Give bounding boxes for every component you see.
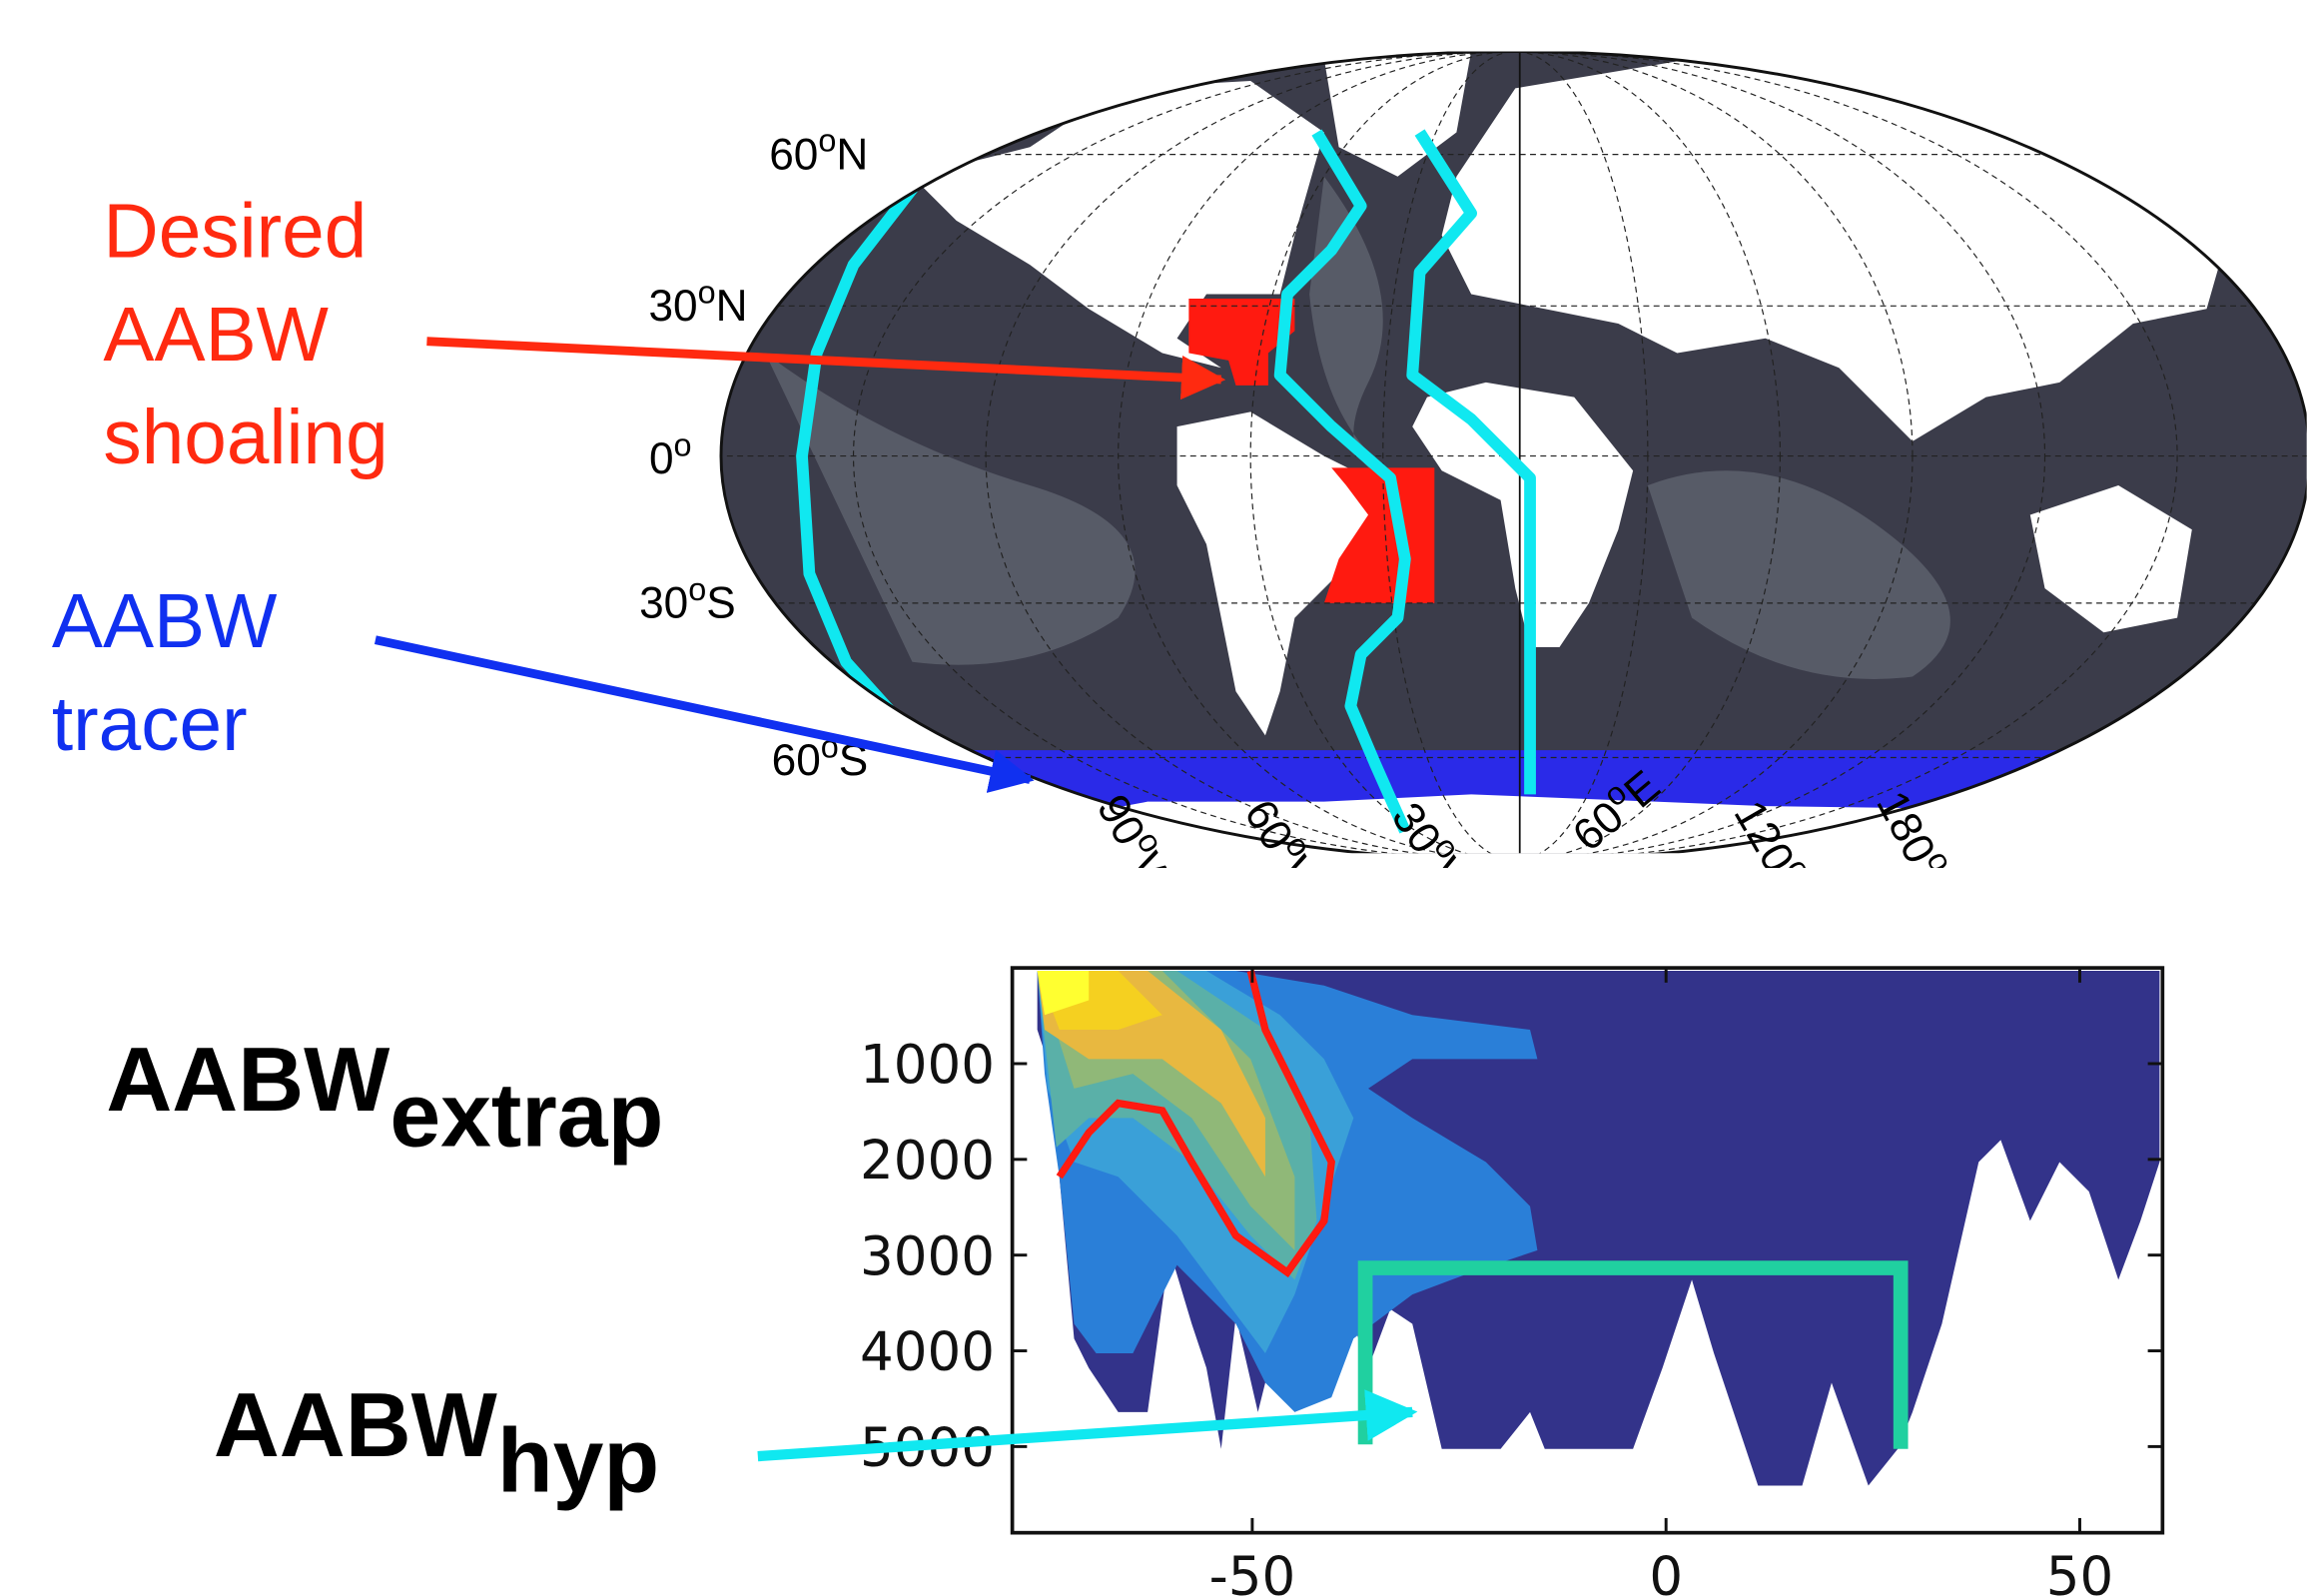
hemisphere: N [716,282,748,331]
degree-sign: o [698,274,716,310]
y-tick-label: 3000 [860,1225,995,1287]
x-tick-label: -50 [1209,1546,1296,1596]
section-contours [1038,971,2160,1485]
tracer-annotation: AABW tracer [52,579,299,767]
degree: 60 [772,736,821,785]
degree-label: 30oS [639,571,736,628]
hyp-label: AABWhyp [214,1374,659,1511]
x-tick-label: 0 [1649,1546,1683,1596]
hemisphere: N [836,130,868,179]
hemisphere: W [1121,845,1183,906]
y-tick-label: 4000 [860,1321,995,1383]
figure: 60oN30oN0o30oS60oS 90oW60oW30oW60oE120oE… [0,0,2307,1596]
extrap-label: AABWextrap [106,1029,663,1166]
degree: 30 [648,282,697,331]
hemisphere: W [1270,848,1334,910]
degree-label: 0o [649,427,692,484]
degree-label: 30oN [648,274,747,331]
x-tick-label: 50 [2046,1546,2113,1596]
degree: 0 [649,434,674,483]
degree: 30 [639,579,688,628]
y-tick-label: 2000 [860,1130,995,1192]
shoaling-annotation: Desired AABW shoaling [103,190,387,480]
hemisphere: S [706,579,735,628]
cyan-arrow [758,1412,1412,1456]
hemisphere: W [1420,849,1484,912]
degree-sign: o [818,123,836,159]
degree: 60 [769,130,818,179]
degree-sign: o [688,571,706,607]
degree-label: 60oN [769,123,868,180]
y-tick-label: 1000 [860,1034,995,1096]
world-map [706,44,2307,883]
degree-sign: o [674,427,692,463]
hemisphere: E [1770,872,1827,922]
hemisphere: E [1910,864,1966,913]
